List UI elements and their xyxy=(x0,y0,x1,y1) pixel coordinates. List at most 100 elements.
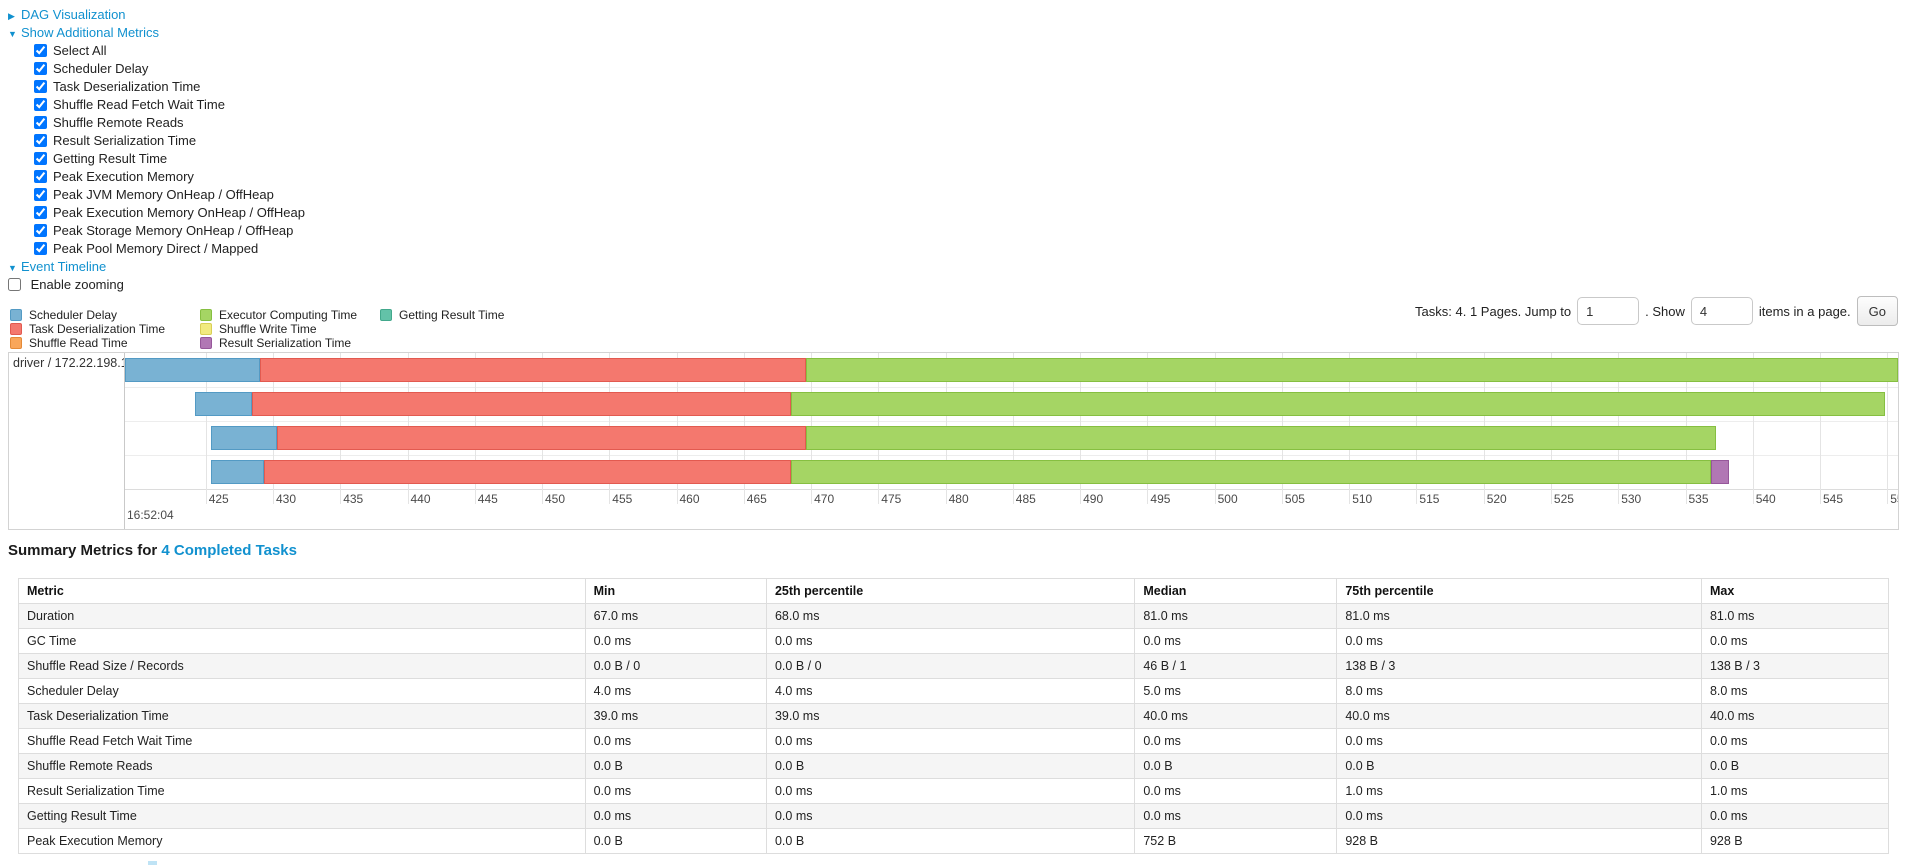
completed-tasks-link[interactable]: 4 Completed Tasks xyxy=(161,542,297,559)
task-segment-result-serialization-time[interactable] xyxy=(1711,460,1729,484)
metric-checkbox[interactable] xyxy=(34,224,47,237)
task-pagination: Tasks: 4. 1 Pages. Jump to . Show items … xyxy=(1415,295,1898,327)
task-segment-task-deserialization-time[interactable] xyxy=(277,426,806,450)
items-per-page-input[interactable] xyxy=(1690,297,1753,325)
summary-column-header: Median xyxy=(1134,578,1338,604)
metric-checkbox-label: Shuffle Remote Reads xyxy=(53,115,184,130)
task-segment-scheduler-delay[interactable] xyxy=(195,392,252,416)
metric-checkbox[interactable] xyxy=(34,170,47,183)
go-button[interactable]: Go xyxy=(1856,296,1898,326)
collapsed-arrow-icon xyxy=(8,7,21,25)
summary-table-row: Result Serialization Time 0.0 ms 0.0 ms 0.0… xyxy=(18,778,1890,804)
lane-separator-line xyxy=(125,455,1898,456)
metric-value-cell: 0.0 B xyxy=(1336,753,1702,779)
summary-table-row: Shuffle Read Fetch Wait Time 0.0 ms 0.0 ms… xyxy=(18,728,1890,754)
metric-value-cell: 0.0 ms xyxy=(1134,803,1338,829)
x-gridline xyxy=(205,353,207,504)
metric-value-cell: 68.0 ms xyxy=(765,603,1136,629)
x-tick-label: 465 xyxy=(746,492,767,506)
enable-zooming-checkbox[interactable] xyxy=(8,278,21,291)
metric-value-cell: 0.0 ms xyxy=(765,728,1136,754)
metric-checkbox[interactable] xyxy=(34,80,47,93)
metric-checkbox-label: Peak JVM Memory OnHeap / OffHeap xyxy=(53,187,274,202)
metric-checkbox[interactable] xyxy=(34,134,47,147)
task-segment-scheduler-delay[interactable] xyxy=(211,426,277,450)
task-segment-scheduler-delay[interactable] xyxy=(125,358,260,382)
task-segment-executor-computing-time[interactable] xyxy=(805,358,1898,382)
metric-value-cell: 0.0 ms xyxy=(584,728,767,754)
task-deserialization-time-swatch-icon xyxy=(10,323,22,335)
dag-visualization-label: DAG Visualization xyxy=(21,7,126,22)
x-tick-label: 475 xyxy=(881,492,902,506)
metric-checkbox-label: Result Serialization Time xyxy=(53,133,197,148)
summary-table-row: Task Deserialization Time 39.0 ms 39.0 ms 4… xyxy=(18,703,1890,729)
x-tick-label: 550 xyxy=(1890,492,1898,506)
metric-checkbox[interactable] xyxy=(34,98,47,111)
metric-value-cell: 0.0 ms xyxy=(1700,803,1890,829)
metric-value-cell: 40.0 ms xyxy=(1336,703,1702,729)
metric-value-cell: 0.0 ms xyxy=(584,778,767,804)
lane-separator-line xyxy=(125,421,1898,422)
metric-name-cell: Peak Execution Memory xyxy=(18,828,586,854)
metric-value-cell: 0.0 ms xyxy=(1134,628,1338,654)
metric-value-cell: 4.0 ms xyxy=(765,678,1136,704)
x-tick-label: 480 xyxy=(948,492,969,506)
metric-name-cell: Getting Result Time xyxy=(18,803,586,829)
task-segment-task-deserialization-time[interactable] xyxy=(259,358,806,382)
metric-checkbox[interactable] xyxy=(34,116,47,129)
task-segment-scheduler-delay[interactable] xyxy=(211,460,264,484)
metric-checkbox-label: Select All xyxy=(53,43,107,58)
legend-label: Result Serialization Time xyxy=(219,336,352,350)
task-segment-executor-computing-time[interactable] xyxy=(790,392,1885,416)
legend-label: Scheduler Delay xyxy=(29,308,118,322)
summary-table-row: Duration 67.0 ms 68.0 ms 81.0 ms 81.0 ms 81.0… xyxy=(18,603,1890,629)
metric-checkbox[interactable] xyxy=(34,206,47,219)
legend-label: Task Deserialization Time xyxy=(29,322,166,336)
metric-value-cell: 0.0 ms xyxy=(1336,628,1702,654)
metric-checkbox[interactable] xyxy=(34,62,47,75)
metric-checkbox-label: Task Deserialization Time xyxy=(53,79,201,94)
metric-checkbox-label: Peak Storage Memory OnHeap / OffHeap xyxy=(53,223,294,238)
metric-name-cell: Shuffle Read Fetch Wait Time xyxy=(18,728,586,754)
task-segment-executor-computing-time[interactable] xyxy=(790,460,1711,484)
dag-visualization-toggle[interactable]: DAG Visualization xyxy=(8,6,305,24)
summary-table-row: Getting Result Time 0.0 ms 0.0 ms 0.0 ms 0.0… xyxy=(18,803,1890,829)
metric-value-cell: 0.0 ms xyxy=(1336,803,1702,829)
metric-checkbox-row: Peak JVM Memory OnHeap / OffHeap xyxy=(8,186,305,204)
event-timeline-toggle[interactable]: Event Timeline xyxy=(8,258,305,276)
summary-table-row: GC Time 0.0 ms 0.0 ms 0.0 ms 0.0 ms 0.0 ms xyxy=(18,628,1890,654)
metric-value-cell: 46 B / 1 xyxy=(1134,653,1338,679)
legend-label: Shuffle Read Time xyxy=(29,336,128,350)
executor-host-label: driver / 172.22.198.104 xyxy=(13,356,124,370)
executor-computing-time-swatch-icon xyxy=(200,309,212,321)
task-segment-task-deserialization-time[interactable] xyxy=(263,460,791,484)
metric-value-cell: 0.0 ms xyxy=(1336,728,1702,754)
summary-table-row: Peak Execution Memory 0.0 B 0.0 B 752 B 928 … xyxy=(18,828,1890,854)
task-segment-task-deserialization-time[interactable] xyxy=(251,392,791,416)
summary-column-header: 25th percentile xyxy=(765,578,1136,604)
show-additional-metrics-toggle[interactable]: Show Additional Metrics xyxy=(8,24,305,42)
x-tick-label: 500 xyxy=(1217,492,1238,506)
shuffle-write-time-swatch-icon xyxy=(200,323,212,335)
metric-value-cell: 0.0 B xyxy=(1134,753,1338,779)
metric-name-cell: Duration xyxy=(18,603,586,629)
metric-checkbox[interactable] xyxy=(34,44,47,57)
x-gridline xyxy=(1887,353,1889,504)
metric-value-cell: 40.0 ms xyxy=(1700,703,1890,729)
metric-checkbox[interactable] xyxy=(34,188,47,201)
metric-checkbox-label: Getting Result Time xyxy=(53,151,168,166)
metric-name-cell: GC Time xyxy=(18,628,586,654)
metric-value-cell: 0.0 ms xyxy=(584,803,767,829)
show-additional-metrics-label: Show Additional Metrics xyxy=(21,25,160,40)
metric-checkbox[interactable] xyxy=(34,152,47,165)
task-segment-executor-computing-time[interactable] xyxy=(805,426,1717,450)
metric-checkbox[interactable] xyxy=(34,242,47,255)
x-tick-label: 520 xyxy=(1486,492,1507,506)
legend-column: Executor Computing Time Shuffle Write Tim… xyxy=(200,308,357,350)
x-tick-label: 425 xyxy=(208,492,229,506)
jump-to-page-input[interactable] xyxy=(1577,297,1640,325)
summary-heading-text: Summary Metrics for xyxy=(8,542,162,559)
x-tick-label: 440 xyxy=(410,492,431,506)
metric-value-cell: 138 B / 3 xyxy=(1336,653,1702,679)
